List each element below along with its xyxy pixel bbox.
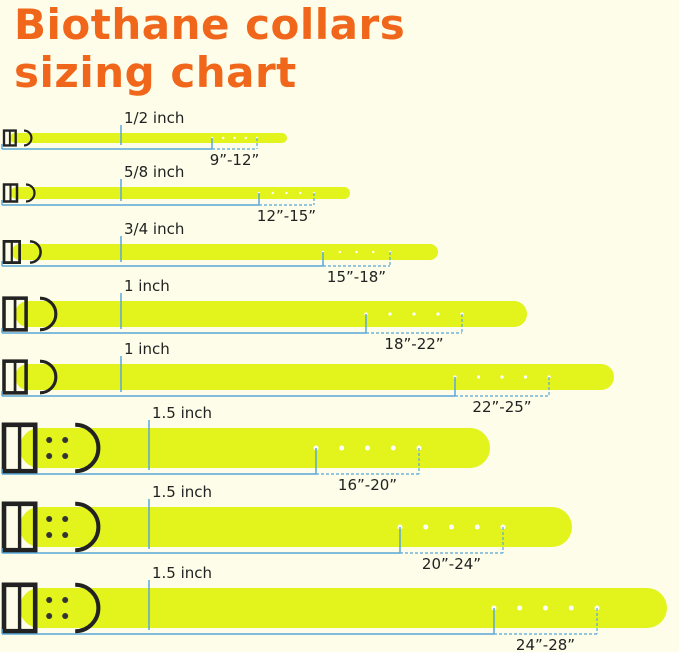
hole: [517, 605, 523, 611]
collar-width: 5/8 inch: [124, 163, 184, 181]
size-range: 16”-20”: [338, 476, 397, 494]
collar-width: 1.5 inch: [152, 564, 212, 582]
d-ring: [39, 359, 58, 395]
hole: [423, 524, 429, 530]
hole: [338, 250, 341, 254]
collar-width: 1 inch: [124, 340, 170, 358]
hole: [390, 445, 396, 451]
collar-width: 1.5 inch: [152, 404, 212, 422]
strap: [15, 301, 528, 327]
d-ring: [39, 296, 58, 332]
size-range: 22”-25”: [472, 398, 531, 416]
strap: [10, 187, 350, 199]
hole: [449, 524, 454, 530]
size-range: 20”-24”: [422, 555, 481, 573]
d-ring: [29, 240, 42, 264]
hole: [436, 312, 440, 316]
hole: [372, 250, 375, 254]
rivet: [62, 437, 69, 443]
collar-width: 1 inch: [124, 277, 170, 295]
hole: [388, 312, 392, 316]
hole: [412, 312, 416, 316]
hole: [568, 605, 574, 611]
size-range: 9”-12”: [210, 151, 260, 169]
collar-width: 3/4 inch: [124, 220, 184, 238]
strap: [11, 244, 439, 260]
strap: [19, 507, 573, 547]
rivet: [62, 516, 69, 522]
size-range: 18”-22”: [384, 335, 443, 353]
d-ring: [75, 582, 101, 634]
rivet: [46, 532, 53, 538]
rivet: [46, 597, 53, 603]
size-range: 24”-28”: [516, 636, 575, 652]
rivet: [46, 453, 53, 459]
hole: [271, 191, 274, 195]
hole: [523, 375, 528, 379]
rivet: [46, 613, 53, 619]
rivet: [46, 437, 53, 443]
collar-width: 1.5 inch: [152, 483, 212, 501]
rivet: [62, 597, 69, 603]
strap: [19, 428, 490, 468]
hole: [222, 136, 225, 140]
title-line: sizing chart: [14, 48, 297, 97]
hole: [339, 445, 345, 451]
strap: [15, 364, 615, 390]
hole: [299, 191, 302, 195]
rivet: [62, 532, 69, 538]
rivet: [46, 516, 53, 522]
hole: [474, 524, 480, 530]
collar-width: 1/2 inch: [124, 109, 184, 127]
hole: [500, 375, 504, 379]
title-line: Biothane collars: [14, 0, 406, 49]
rivet: [62, 613, 69, 619]
hole: [365, 445, 370, 451]
d-ring: [25, 183, 36, 203]
size-range: 15”-18”: [327, 268, 386, 286]
hole: [543, 605, 548, 611]
d-ring: [75, 501, 101, 553]
strap: [19, 588, 668, 628]
hole: [355, 250, 358, 254]
rivet: [62, 453, 69, 459]
d-ring: [23, 129, 33, 147]
hole: [233, 136, 236, 140]
hole: [476, 375, 481, 379]
hole: [244, 136, 247, 140]
size-range: 12”-15”: [257, 207, 316, 225]
hole: [285, 191, 288, 195]
strap: [9, 133, 287, 143]
d-ring: [75, 422, 101, 474]
